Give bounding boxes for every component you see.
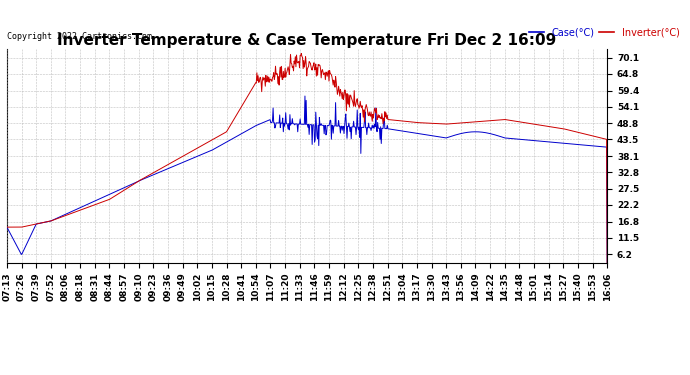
Text: Copyright 2022 Cartronics.com: Copyright 2022 Cartronics.com: [7, 32, 152, 41]
Legend: Case(°C), Inverter(°C): Case(°C), Inverter(°C): [525, 24, 683, 42]
Title: Inverter Temperature & Case Temperature Fri Dec 2 16:09: Inverter Temperature & Case Temperature …: [57, 33, 557, 48]
